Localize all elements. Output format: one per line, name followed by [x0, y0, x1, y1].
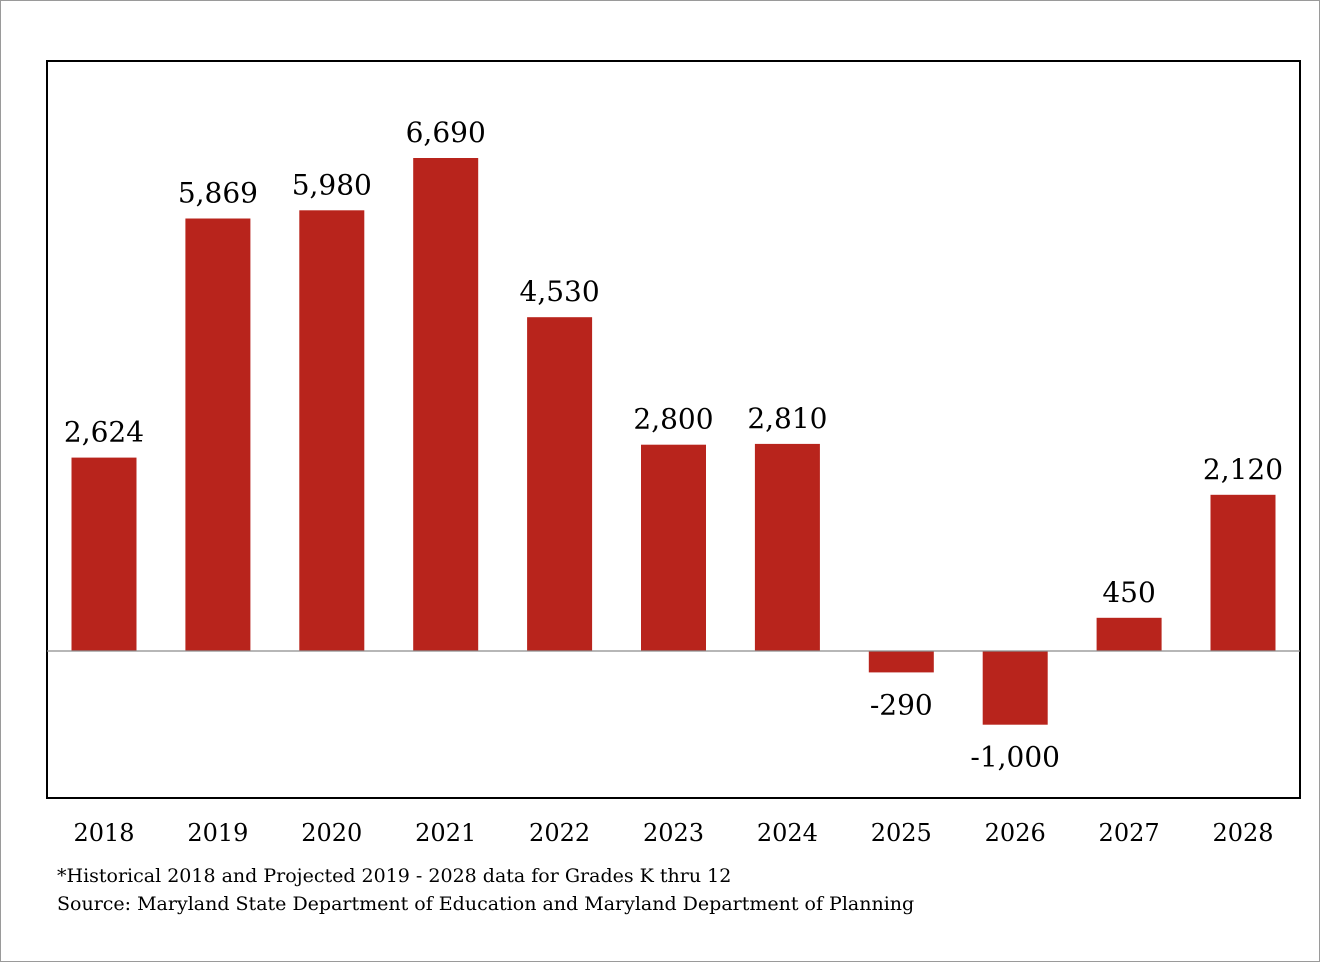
x-tick-label-2020: 2020	[301, 819, 362, 847]
x-tick-label-2025: 2025	[871, 819, 932, 847]
value-label-2021: 6,690	[406, 116, 486, 149]
footnote: *Historical 2018 and Projected 2019 - 20…	[57, 865, 732, 887]
value-label-2022: 4,530	[520, 275, 600, 308]
x-tick-label-2021: 2021	[415, 819, 476, 847]
bar-2024	[754, 443, 820, 651]
bar-2021	[413, 158, 479, 651]
bar-2028	[1210, 494, 1276, 651]
value-label-2025: -290	[870, 688, 933, 721]
bars-group	[71, 158, 1276, 725]
value-label-2018: 2,624	[64, 416, 144, 449]
value-label-2024: 2,810	[747, 402, 827, 435]
x-tick-label-2019: 2019	[187, 819, 248, 847]
bar-2022	[527, 317, 593, 651]
x-tick-label-2024: 2024	[757, 819, 818, 847]
x-tick-label-2026: 2026	[985, 819, 1046, 847]
bar-2025	[868, 651, 934, 673]
x-tick-labels-group: 2018 2019 2020 2021 2022 2023 2024 2025 2026 2027…	[73, 819, 1273, 847]
value-label-2019: 5,869	[178, 177, 258, 210]
source-note: Source: Maryland State Department of Edu…	[57, 893, 915, 915]
bar-2019	[185, 218, 251, 651]
value-label-2020: 5,980	[292, 168, 372, 201]
plot-area	[46, 60, 1301, 799]
value-labels-group: 2,624 5,869 5,980 6,690 4,530 2,800 2,810 -290 -…	[64, 116, 1283, 774]
bar-2023	[641, 444, 706, 651]
value-label-2028: 2,120	[1203, 453, 1283, 486]
x-tick-label-2027: 2027	[1099, 819, 1160, 847]
value-label-2023: 2,800	[633, 403, 713, 436]
bar-2027	[1096, 617, 1162, 651]
x-tick-label-2022: 2022	[529, 819, 590, 847]
x-tick-label-2028: 2028	[1212, 819, 1273, 847]
bar-2020	[299, 210, 365, 652]
bar-2026	[982, 651, 1048, 725]
bar-2018	[71, 457, 137, 651]
x-tick-label-2018: 2018	[73, 819, 134, 847]
x-tick-label-2023: 2023	[643, 819, 704, 847]
value-label-2026: -1,000	[970, 741, 1060, 774]
value-label-2027: 450	[1102, 576, 1155, 609]
